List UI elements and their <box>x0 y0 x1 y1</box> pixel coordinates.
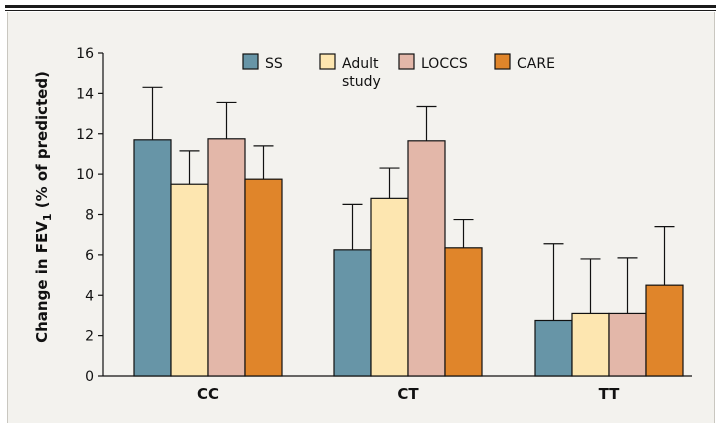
bar-tt-2 <box>608 312 647 377</box>
y-tick-label: 0 <box>85 369 94 385</box>
bar-ct-1 <box>370 197 409 377</box>
y-tick-label: 8 <box>85 208 94 224</box>
legend-swatch <box>398 53 415 70</box>
y-tick-label: 16 <box>76 46 94 62</box>
y-axis-label: Change in FEV1 (% of predicted) <box>33 71 54 343</box>
top-rule-thin <box>5 10 716 11</box>
y-tick-label: 4 <box>85 288 94 304</box>
bar-cc-1 <box>170 183 209 377</box>
y-tick-label: 6 <box>85 248 94 264</box>
legend-label: CARE <box>517 56 555 72</box>
bar-cc-0 <box>133 139 172 377</box>
bar-cc-3 <box>244 178 283 377</box>
legend-swatch <box>242 53 259 70</box>
y-axis-label-tail: (% of predicted) <box>33 71 51 213</box>
chart-legend: SS Adult study LOCCS CARE <box>242 53 555 90</box>
top-rule <box>5 5 716 8</box>
y-tick-label: 10 <box>76 167 94 183</box>
legend-label: SS <box>265 56 283 72</box>
legend-swatch <box>494 53 511 70</box>
y-axis-label-main: Change in FEV <box>33 221 51 343</box>
chart-bars <box>133 86 684 377</box>
x-tick-label: CC <box>197 385 219 403</box>
bar-tt-0 <box>534 319 573 377</box>
bar-tt-3 <box>645 284 684 377</box>
bar-cc-2 <box>207 138 246 377</box>
y-tick-label: 12 <box>76 127 94 143</box>
y-tick-label: 2 <box>85 329 94 345</box>
bar-ct-0 <box>333 249 372 377</box>
legend-label: Adult study <box>342 56 381 90</box>
bar-tt-1 <box>571 312 610 377</box>
x-tick-label: TT <box>599 385 621 403</box>
legend-swatch <box>319 53 336 70</box>
bar-ct-3 <box>444 247 483 377</box>
bar-ct-2 <box>407 140 446 377</box>
y-axis-label-subscript: 1 <box>41 213 54 221</box>
x-tick-label: CT <box>397 385 419 403</box>
legend-label: LOCCS <box>421 56 468 72</box>
y-tick-label: 14 <box>76 86 94 102</box>
